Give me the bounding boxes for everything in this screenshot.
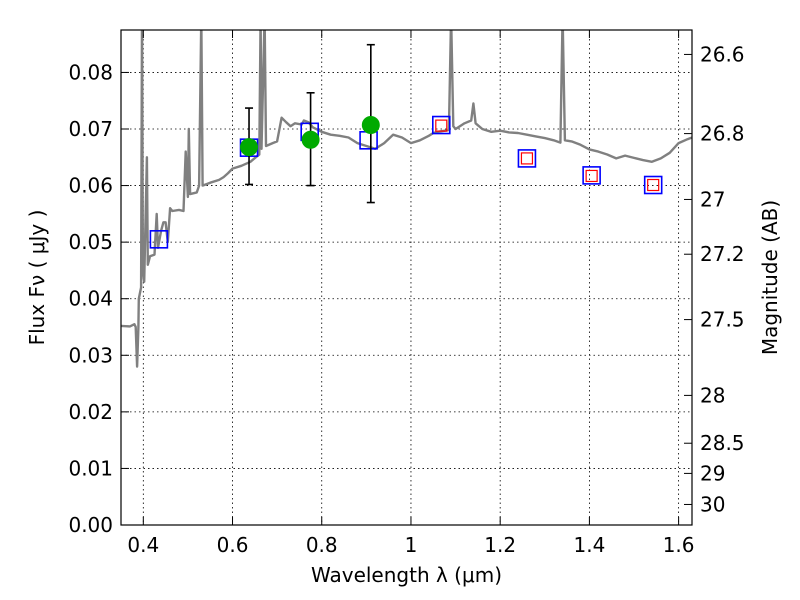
y-tick-label-left: 0.07 xyxy=(68,117,113,141)
x-tick-label: 0.4 xyxy=(127,533,159,557)
tick-labels: 0.4 0.6 0.8 1 1.2 1.4 1.6 0.00 0.01 0.02 0.03 0.04 0… xyxy=(68,42,744,557)
x-tick-label: 1.4 xyxy=(573,533,605,557)
y-tick-label-right: 26.8 xyxy=(700,122,745,146)
model-flux-square xyxy=(582,166,601,185)
y-tick-label-left: 0.05 xyxy=(68,230,113,254)
marker-layer xyxy=(149,43,663,249)
y-tick-label-left: 0.03 xyxy=(68,343,113,367)
y-axis-label-right: Magnitude (AB) xyxy=(758,200,782,355)
y-tick-label-left: 0.04 xyxy=(68,287,113,311)
y-tick-label-left: 0.08 xyxy=(68,60,113,84)
observed-flux-point xyxy=(361,116,380,135)
x-tick-label: 1.2 xyxy=(484,533,516,557)
x-tick-label: 0.6 xyxy=(217,533,249,557)
y-tick-label-right: 28 xyxy=(700,383,725,407)
y-axis-label-left: Flux Fν ( μJy ) xyxy=(25,210,49,346)
x-tick-label: 1 xyxy=(405,533,418,557)
grid xyxy=(121,30,692,526)
model-flux-small-square xyxy=(435,119,448,132)
y-tick-label-right: 27.2 xyxy=(700,242,745,266)
y-tick-label-right: 26.6 xyxy=(700,42,745,66)
x-tick-label: 1.6 xyxy=(663,533,695,557)
model-flux-small-square xyxy=(585,169,598,183)
model-flux-square xyxy=(149,230,169,249)
model-flux-square xyxy=(517,149,537,168)
y-tick-label-left: 0.01 xyxy=(68,456,113,480)
observed-flux-point xyxy=(240,138,259,157)
y-tick-label-left: 0.06 xyxy=(68,174,113,198)
y-tick-label-right: 27.5 xyxy=(700,308,745,332)
y-tick-label-right: 28.5 xyxy=(700,431,745,455)
x-axis-label: Wavelength λ (μm) xyxy=(311,563,502,587)
y-tick-label-right: 27 xyxy=(700,187,725,211)
model-flux-small-square xyxy=(647,178,660,192)
y-tick-label-left: 0.00 xyxy=(68,513,113,537)
y-tick-label-right: 30 xyxy=(700,492,725,516)
y-tick-label-right: 29 xyxy=(700,461,725,485)
model-flux-small-square xyxy=(520,152,534,165)
tick-marks xyxy=(121,30,692,526)
x-tick-label: 0.8 xyxy=(306,533,338,557)
spectrum-layer xyxy=(121,30,692,368)
model-flux-square xyxy=(431,115,451,135)
plot-frame xyxy=(120,29,693,526)
observed-flux-point xyxy=(301,130,320,149)
model-spectrum-line xyxy=(121,30,692,368)
model-flux-square xyxy=(643,175,663,195)
y-tick-label-left: 0.02 xyxy=(68,400,113,424)
